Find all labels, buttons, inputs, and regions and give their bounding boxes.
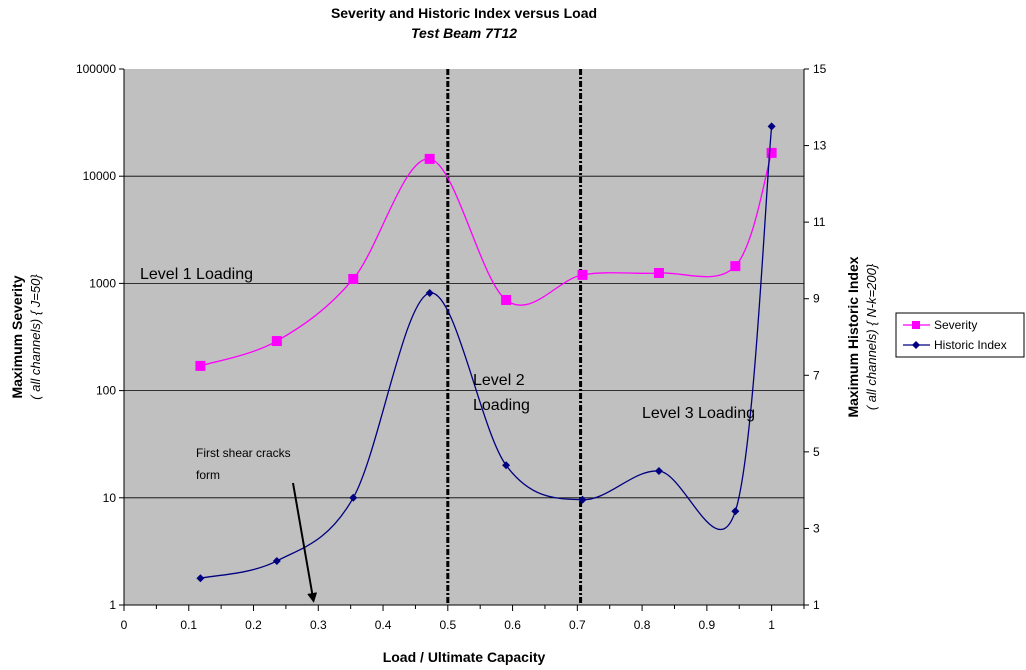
annotation-level2-line2: Loading: [473, 397, 530, 414]
y-right-tick-label: 5: [813, 445, 820, 459]
x-tick-label: 0.2: [245, 618, 262, 632]
y-right-tick-label: 15: [813, 62, 827, 76]
x-axis-label: Load / Ultimate Capacity: [383, 649, 546, 665]
y-left-tick-label: 10: [103, 491, 117, 505]
x-tick-label: 0: [121, 618, 128, 632]
data-point: [578, 495, 587, 504]
y-right-tick-label: 3: [813, 521, 820, 535]
data-point: [349, 493, 358, 502]
data-point: [731, 507, 740, 516]
legend-severity-label: Severity: [934, 318, 977, 332]
x-tick-label: 0.9: [699, 618, 716, 632]
x-tick-label: 0.3: [310, 618, 327, 632]
y-left-axis-label: Maximum Severity: [9, 275, 25, 398]
data-point: [272, 556, 281, 565]
annotation-arrow: [292, 482, 318, 603]
data-point: [195, 360, 206, 371]
y-right-tick-label: 13: [813, 139, 827, 153]
series-line: [200, 152, 773, 367]
y-right-axis-sublabel: ( all channels) { N-k=200}: [864, 263, 879, 410]
legend-historic-label: Historic Index: [934, 338, 1007, 352]
y-left-tick-label: 100000: [76, 62, 116, 76]
data-point: [502, 461, 511, 470]
series-severity: [195, 147, 777, 371]
y-right-axis-label: Maximum Historic Index: [845, 256, 861, 417]
x-tick-label: 0.4: [375, 618, 392, 632]
x-tick-label: 0.5: [439, 618, 456, 632]
x-tick-label: 0.8: [634, 618, 651, 632]
y-right-tick-label: 7: [813, 368, 820, 382]
plot-area: [124, 69, 804, 605]
series-historic-index: [196, 122, 776, 583]
y-left-tick-label: 1: [109, 598, 116, 612]
y-left-tick-label: 1000: [89, 276, 116, 290]
data-point: [424, 153, 435, 164]
y-left-tick-label: 10000: [83, 169, 117, 183]
chart-subtitle: Test Beam 7T12: [411, 25, 517, 41]
annotation-cracks-line1: First shear cracks: [196, 446, 291, 460]
data-point: [425, 288, 434, 297]
series-group: [195, 122, 777, 583]
annotation-level2-line1: Level 2: [473, 372, 525, 389]
legend-box: [895, 312, 1025, 358]
y-left-axis-sublabel: ( all channels) { J=50}: [28, 274, 43, 400]
data-point: [654, 467, 663, 475]
x-tick-label: 0.7: [569, 618, 586, 632]
legend-historic-marker: [912, 341, 920, 349]
y-right-tick-label: 9: [813, 292, 820, 306]
axes: [119, 68, 809, 611]
x-tick-labels: 0 0.1 0.2 0.3 0.4 0.5 0.6 0.7 0.8 0.9 1: [121, 618, 776, 632]
legend: Severity Historic Index: [895, 312, 1025, 358]
y-right-tick-label: 11: [813, 215, 826, 229]
data-point: [271, 336, 282, 347]
annotation-cracks-line2: form: [196, 468, 220, 482]
data-point: [730, 261, 741, 272]
data-point: [766, 147, 777, 158]
x-tick-label: 0.1: [180, 618, 197, 632]
x-tick-label: 1: [768, 618, 775, 632]
y-left-tick-labels: 1 10 100 1000 10000 100000: [76, 62, 116, 612]
data-point: [577, 269, 588, 280]
grid-lines: [124, 175, 804, 499]
data-point: [348, 273, 359, 284]
y-right-tick-label: 1: [813, 598, 820, 612]
legend-severity-marker: [912, 321, 920, 329]
series-line: [200, 126, 773, 579]
data-point: [196, 574, 205, 583]
x-tick-label: 0.6: [504, 618, 521, 632]
annotation-level1: Level 1 Loading: [140, 266, 253, 283]
data-point: [653, 268, 664, 279]
y-left-tick-label: 100: [96, 384, 116, 398]
data-point: [767, 122, 776, 131]
annotation-level3: Level 3 Loading: [642, 405, 755, 422]
level-divider-lines: [446, 69, 583, 605]
chart-title: Severity and Historic Index versus Load: [331, 5, 597, 21]
data-point: [501, 295, 512, 306]
